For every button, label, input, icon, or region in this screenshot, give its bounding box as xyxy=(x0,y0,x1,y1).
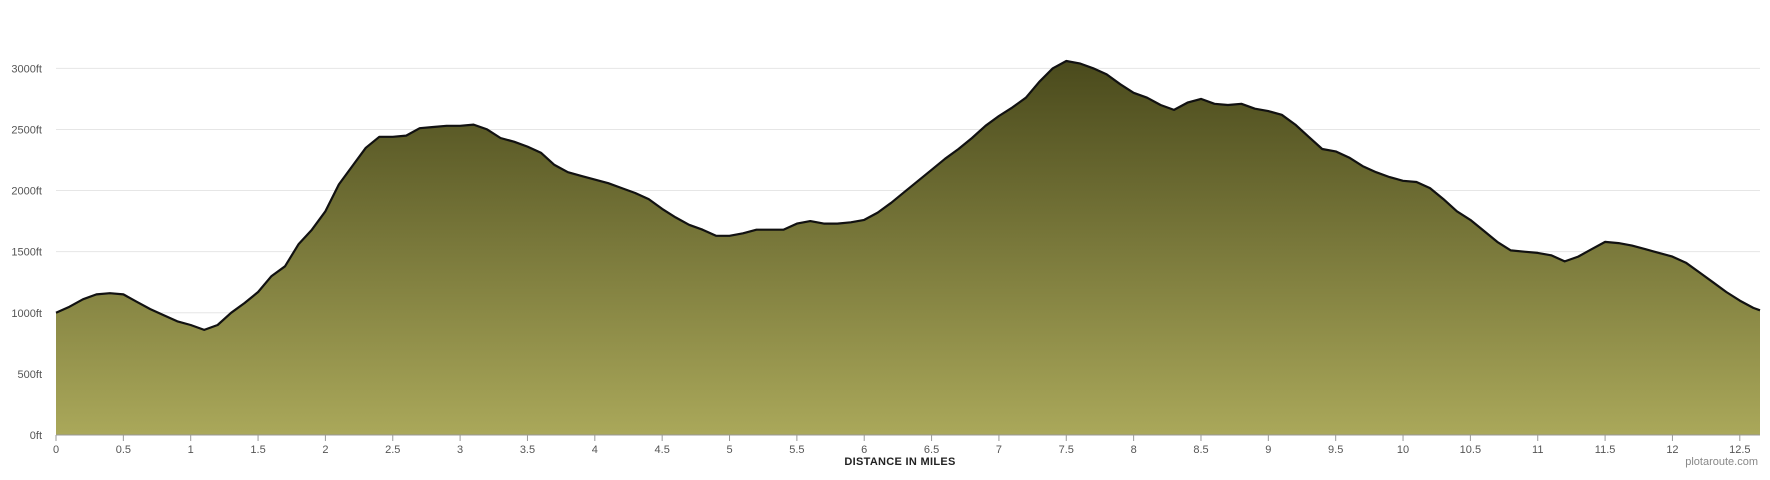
x-tick-label: 3 xyxy=(457,444,463,456)
axes: 0ft 500ft 1000ft 1500ft 2000ft 2500ft 3000ft 0 0… xyxy=(11,63,1760,456)
y-tick-label: 2500ft xyxy=(11,124,42,136)
x-tick-label: 3.5 xyxy=(520,444,535,456)
x-axis-title: DISTANCE IN MILES xyxy=(844,456,955,468)
y-tick-label: 3000ft xyxy=(11,63,42,75)
y-tick-label: 2000ft xyxy=(11,186,42,198)
x-tick-label: 7 xyxy=(996,444,1002,456)
x-tick-label: 1.5 xyxy=(250,444,265,456)
elevation-line xyxy=(55,59,1761,331)
x-tick-label: 11.5 xyxy=(1595,444,1616,456)
credit-text: plotaroute.com xyxy=(1685,456,1758,468)
x-tick-label: 9.5 xyxy=(1328,444,1343,456)
y-tick-label: 1500ft xyxy=(11,247,42,259)
y-tick-label: 500ft xyxy=(18,369,42,381)
x-tick-label: 4 xyxy=(592,444,598,456)
x-tick-label: 12 xyxy=(1666,444,1678,456)
x-tick-label: 8 xyxy=(1131,444,1137,456)
x-tick-label: 2.5 xyxy=(385,444,400,456)
x-tick-label: 2 xyxy=(322,444,328,456)
x-tick-label: 8.5 xyxy=(1193,444,1208,456)
x-tick-label: 0 xyxy=(53,444,59,456)
y-tick-label: 0ft xyxy=(30,430,42,442)
x-tick-label: 12.5 xyxy=(1729,444,1750,456)
x-tick-label: 5 xyxy=(726,444,732,456)
x-tick-label: 0.5 xyxy=(116,444,131,456)
x-tick-label: 11 xyxy=(1532,444,1543,456)
x-tick-label: 9 xyxy=(1265,444,1271,456)
elevation-fill xyxy=(56,61,1760,435)
y-tick-label: 1000ft xyxy=(11,308,42,320)
x-tick-label: 7.5 xyxy=(1059,444,1074,456)
x-tick-label: 4.5 xyxy=(655,444,670,456)
x-tick-label: 5.5 xyxy=(789,444,804,456)
elevation-area xyxy=(55,59,1761,435)
x-tick-label: 6 xyxy=(861,444,867,456)
x-tick-label: 1 xyxy=(188,444,194,456)
x-tick-label: 10 xyxy=(1397,444,1409,456)
x-tick-label: 10.5 xyxy=(1460,444,1481,456)
x-tick-label: 6.5 xyxy=(924,444,939,456)
